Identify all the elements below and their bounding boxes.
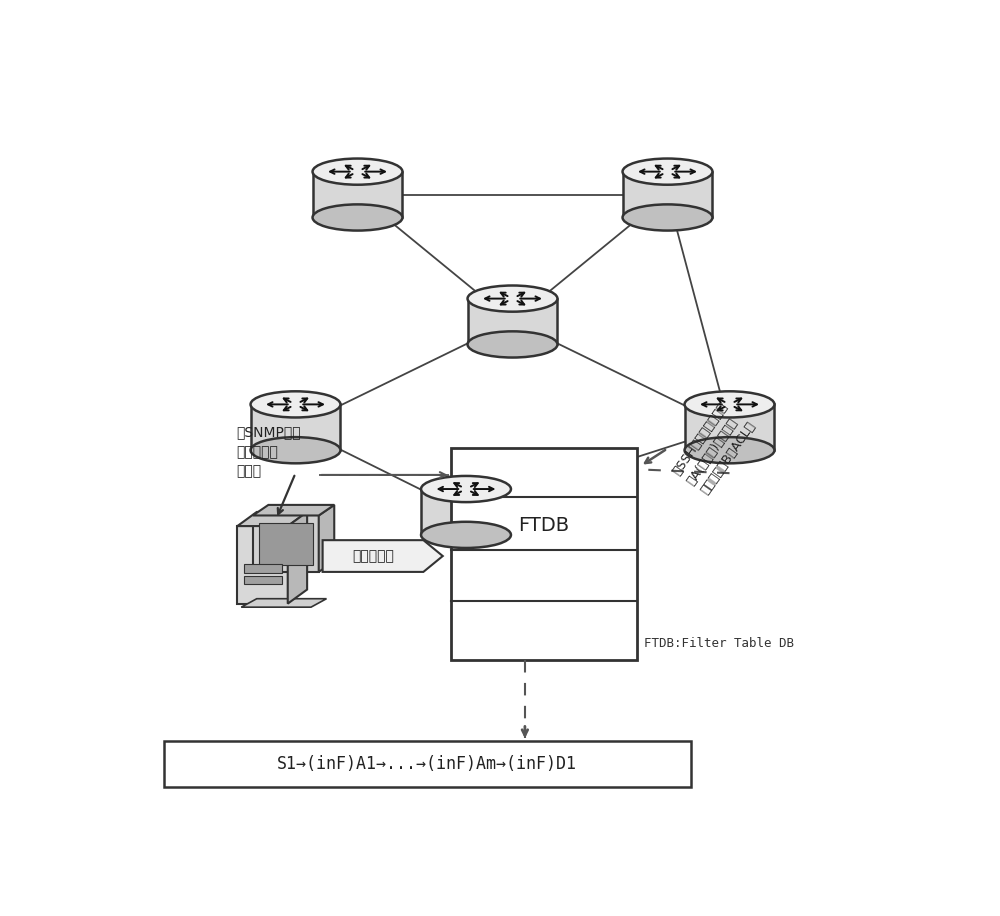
Ellipse shape	[313, 158, 402, 185]
Bar	[421, 489, 511, 535]
Text: FTDB: FTDB	[518, 517, 569, 535]
Polygon shape	[319, 505, 334, 572]
Bar	[244, 576, 282, 584]
Ellipse shape	[313, 204, 402, 231]
Ellipse shape	[468, 286, 557, 311]
Ellipse shape	[685, 437, 774, 463]
Text: 计算过滤表: 计算过滤表	[352, 549, 394, 563]
Ellipse shape	[623, 158, 712, 185]
Bar	[244, 564, 282, 572]
Ellipse shape	[623, 204, 712, 231]
Polygon shape	[237, 526, 288, 604]
Bar	[251, 404, 340, 451]
Bar	[685, 404, 774, 451]
Text: 用SSH将转发路径中包
含A(部署点)前缀的过
滤表配置到B的ACL中: 用SSH将转发路径中包 含A(部署点)前缀的过 滤表配置到B的ACL中	[670, 400, 758, 496]
Ellipse shape	[685, 391, 774, 418]
Bar	[313, 171, 402, 217]
Bar	[164, 741, 691, 787]
Ellipse shape	[468, 332, 557, 357]
Text: S1→(inF)A1→...→(inF)Am→(inF)D1: S1→(inF)A1→...→(inF)Am→(inF)D1	[277, 755, 577, 773]
Bar	[623, 171, 712, 217]
Polygon shape	[241, 599, 326, 607]
Bar	[253, 516, 319, 572]
Ellipse shape	[421, 522, 511, 548]
Polygon shape	[253, 505, 334, 516]
Bar	[468, 299, 557, 344]
Ellipse shape	[421, 476, 511, 502]
Bar	[450, 449, 637, 660]
Text: FTDB:Filter Table DB: FTDB:Filter Table DB	[644, 637, 794, 649]
Bar	[259, 522, 313, 565]
Ellipse shape	[251, 437, 340, 463]
Polygon shape	[323, 540, 443, 572]
Polygon shape	[237, 512, 307, 526]
Text: 用SNMP获得
各路由器的
路由表: 用SNMP获得 各路由器的 路由表	[236, 426, 301, 478]
Ellipse shape	[251, 391, 340, 418]
Polygon shape	[288, 512, 307, 604]
